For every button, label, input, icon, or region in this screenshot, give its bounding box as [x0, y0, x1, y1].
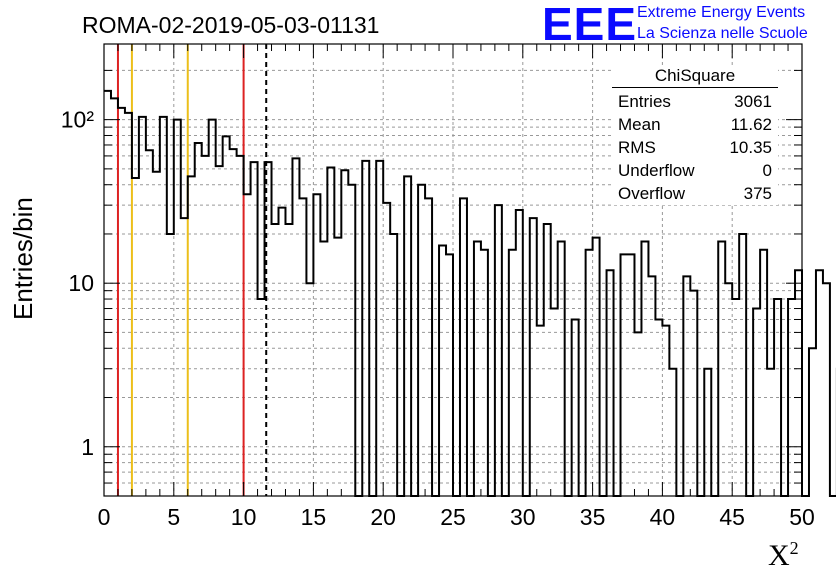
x-tick-label: 35: [580, 504, 606, 530]
eee-logo: EEE: [542, 0, 638, 50]
logo-line-1: Extreme Energy Events: [637, 4, 806, 21]
x-tick-label: 50: [789, 504, 815, 530]
x-tick-label: 10: [231, 504, 257, 530]
x-tick-label: 45: [719, 504, 745, 530]
x-tick-label: 25: [440, 504, 466, 530]
x-tick-label: 30: [510, 504, 536, 530]
x-tick-label: 15: [301, 504, 327, 530]
stats-row-mean: Mean 11.62: [618, 115, 772, 134]
logo-line-2: La Scienza nelle Scuole: [637, 25, 808, 42]
stats-box: ChiSquare Entries 3061 Mean 11.62 RMS 10.35…: [612, 66, 778, 205]
chart-title: ROMA-02-2019-05-03-01131: [82, 12, 380, 38]
y-axis-label: Entries/bin: [8, 197, 38, 320]
x-axis-label: X2: [768, 538, 799, 572]
y-tick-label: 10: [68, 270, 94, 296]
stats-title: ChiSquare: [612, 66, 778, 88]
x-tick-label: 5: [167, 504, 180, 530]
y-tick-label: 1: [81, 434, 94, 460]
x-tick-label: 0: [98, 504, 111, 530]
histogram-series: [104, 89, 836, 497]
x-tick-label: 20: [370, 504, 396, 530]
stats-row-overflow: Overflow 375: [618, 184, 772, 203]
stats-row-rms: RMS 10.35: [618, 138, 772, 157]
stats-row-underflow: Underflow 0: [618, 161, 772, 180]
y-tick-label: 10²: [61, 107, 95, 133]
x-tick-label: 40: [650, 504, 676, 530]
stats-row-entries: Entries 3061: [618, 92, 772, 111]
